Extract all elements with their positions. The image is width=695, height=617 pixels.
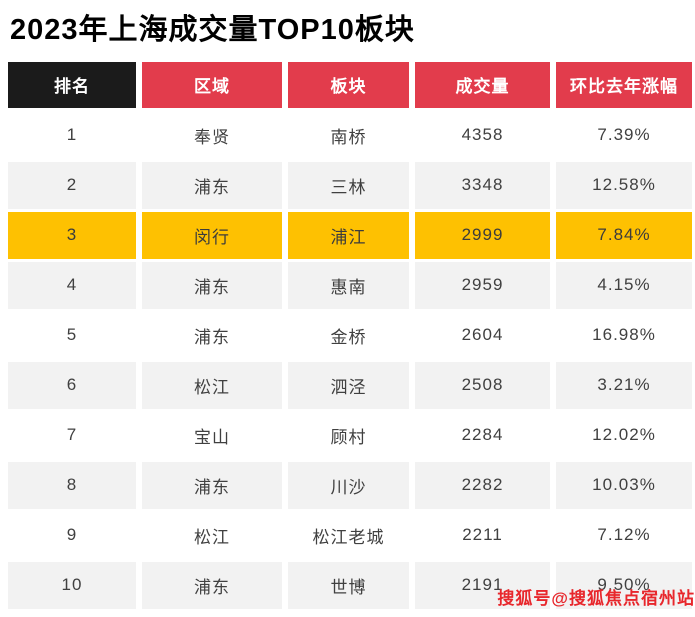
header-volume: 成交量 [415, 61, 550, 108]
page-title: 2023年上海成交量TOP10板块 [10, 14, 415, 46]
cell-plate: 顾村 [288, 411, 409, 459]
cell-plate: 川沙 [288, 461, 409, 509]
cell-region: 松江 [142, 361, 282, 409]
table-row: 6 松江 泗泾 2508 3.21% [8, 361, 695, 409]
header-region: 区域 [142, 61, 282, 108]
watermark: 搜狐号@搜狐焦点宿州站 [497, 589, 695, 608]
cell-plate: 松江老城 [288, 511, 409, 559]
header-yoy-change: 环比去年涨幅 [556, 61, 692, 108]
top10-table: 排名 区域 板块 成交量 环比去年涨幅 1 奉贤 南桥 4358 7.39% 2 浦东 三林 3… [0, 61, 695, 609]
cell-region: 奉贤 [142, 111, 282, 159]
cell-region: 闵行 [142, 211, 282, 259]
cell-volume: 2959 [415, 261, 550, 309]
cell-rank: 2 [8, 161, 136, 209]
cell-rank: 4 [8, 261, 136, 309]
cell-rank: 1 [8, 111, 136, 159]
cell-volume: 2191 [415, 561, 550, 609]
header-rank: 排名 [8, 61, 136, 108]
cell-plate: 南桥 [288, 111, 409, 159]
cell-rank: 6 [8, 361, 136, 409]
cell-change: 16.98% [556, 311, 692, 359]
cell-region: 浦东 [142, 561, 282, 609]
cell-rank: 7 [8, 411, 136, 459]
cell-region: 浦东 [142, 461, 282, 509]
cell-region: 松江 [142, 511, 282, 559]
cell-rank: 5 [8, 311, 136, 359]
cell-change: 7.84% [556, 211, 692, 259]
cell-change: 7.39% [556, 111, 692, 159]
cell-plate: 浦江 [288, 211, 409, 259]
cell-plate: 世博 [288, 561, 409, 609]
cell-rank: 9 [8, 511, 136, 559]
cell-change: 10.03% [556, 461, 692, 509]
table-row: 9 松江 松江老城 2211 7.12% [8, 511, 695, 559]
cell-change: 7.12% [556, 511, 692, 559]
cell-volume: 4358 [415, 111, 550, 159]
table-row: 5 浦东 金桥 2604 16.98% [8, 311, 695, 359]
table-body: 1 奉贤 南桥 4358 7.39% 2 浦东 三林 3348 12.58% 3 闵行 浦江 2999 7.… [0, 111, 695, 609]
cell-volume: 2282 [415, 461, 550, 509]
table-header-row: 排名 区域 板块 成交量 环比去年涨幅 [8, 61, 695, 108]
cell-change: 3.21% [556, 361, 692, 409]
cell-region: 宝山 [142, 411, 282, 459]
table-row: 1 奉贤 南桥 4358 7.39% [8, 111, 695, 159]
cell-plate: 金桥 [288, 311, 409, 359]
cell-plate: 泗泾 [288, 361, 409, 409]
table-row: 2 浦东 三林 3348 12.58% [8, 161, 695, 209]
cell-change: 9.50% [556, 561, 692, 609]
header-plate: 板块 [288, 61, 409, 108]
table-row: 3 闵行 浦江 2999 7.84% [8, 211, 695, 259]
cell-region: 浦东 [142, 261, 282, 309]
cell-volume: 2604 [415, 311, 550, 359]
table-row: 4 浦东 惠南 2959 4.15% [8, 261, 695, 309]
cell-region: 浦东 [142, 161, 282, 209]
cell-plate: 三林 [288, 161, 409, 209]
cell-change: 12.58% [556, 161, 692, 209]
cell-change: 12.02% [556, 411, 692, 459]
cell-volume: 2999 [415, 211, 550, 259]
cell-region: 浦东 [142, 311, 282, 359]
cell-volume: 2211 [415, 511, 550, 559]
cell-rank: 10 [8, 561, 136, 609]
cell-volume: 2508 [415, 361, 550, 409]
cell-rank: 8 [8, 461, 136, 509]
cell-rank: 3 [8, 211, 136, 259]
cell-volume: 3348 [415, 161, 550, 209]
cell-plate: 惠南 [288, 261, 409, 309]
table-row: 7 宝山 顾村 2284 12.02% [8, 411, 695, 459]
table-row: 10 浦东 世博 2191 9.50% [8, 561, 695, 609]
table-row: 8 浦东 川沙 2282 10.03% [8, 461, 695, 509]
cell-change: 4.15% [556, 261, 692, 309]
cell-volume: 2284 [415, 411, 550, 459]
